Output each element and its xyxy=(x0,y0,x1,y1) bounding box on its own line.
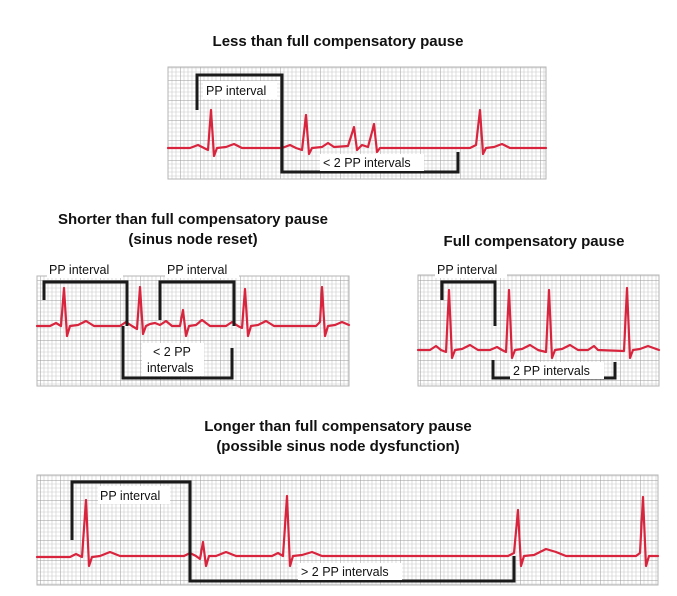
label-2-pp-intervals: 2 PP intervals xyxy=(513,364,590,378)
bracket-less-than-2-pp-intervals xyxy=(280,152,460,174)
panel-longer-subtitle: (possible sinus node dysfunction) xyxy=(216,438,460,455)
label-less-than-2-pp-intervals: < 2 PP intervals xyxy=(323,156,411,170)
label-pp-interval: PP interval xyxy=(206,84,266,98)
ecg-trace xyxy=(35,494,660,568)
bracket-greater-than-2-pp-intervals xyxy=(188,556,516,583)
label-box xyxy=(320,154,424,171)
panel-less-than-full: PP interval < 2 PP intervals xyxy=(166,66,548,180)
panel-shorter-than-full: PP interval PP interval < 2 PP intervals xyxy=(35,261,351,387)
bracket-pp-interval xyxy=(195,73,284,152)
label-pp-interval-1: PP interval xyxy=(49,263,109,277)
label-box xyxy=(142,343,204,376)
ecg-trace xyxy=(416,286,661,360)
label-box xyxy=(435,261,507,278)
label-less-than-2-pp: < 2 PP xyxy=(153,345,191,359)
bracket-pp-interval-1 xyxy=(42,280,129,326)
panel-less-title: Less than full compensatory pause xyxy=(212,33,464,50)
label-box xyxy=(298,563,402,580)
panel-shorter-title: Shorter than full compensatory pause xyxy=(57,211,329,228)
bracket-pp-interval-2 xyxy=(158,280,236,326)
ecg-trace xyxy=(35,285,351,338)
bracket-pp-interval xyxy=(70,480,192,556)
label-greater-than-2-pp-intervals: > 2 PP intervals xyxy=(301,565,389,579)
label-pp-interval: PP interval xyxy=(100,489,160,503)
panel-shorter-subtitle: (sinus node reset) xyxy=(128,231,258,248)
label-box xyxy=(47,261,123,278)
panel-full-title: Full compensatory pause xyxy=(443,233,625,250)
label-box xyxy=(203,81,277,99)
bracket-less-than-2-pp-intervals xyxy=(121,326,234,380)
label-box xyxy=(165,261,239,278)
label-pp-interval-2: PP interval xyxy=(167,263,227,277)
label-box xyxy=(98,486,170,504)
label-intervals: intervals xyxy=(147,361,194,375)
panel-longer-title: Longer than full compensatory pause xyxy=(204,418,472,435)
panel-full: PP interval 2 PP intervals xyxy=(416,261,661,387)
bracket-pp-interval xyxy=(440,280,497,326)
ecg-trace xyxy=(166,108,548,158)
panel-longer-than-full: PP interval > 2 PP intervals xyxy=(35,474,660,586)
label-pp-interval: PP interval xyxy=(437,263,497,277)
label-box xyxy=(510,362,604,379)
